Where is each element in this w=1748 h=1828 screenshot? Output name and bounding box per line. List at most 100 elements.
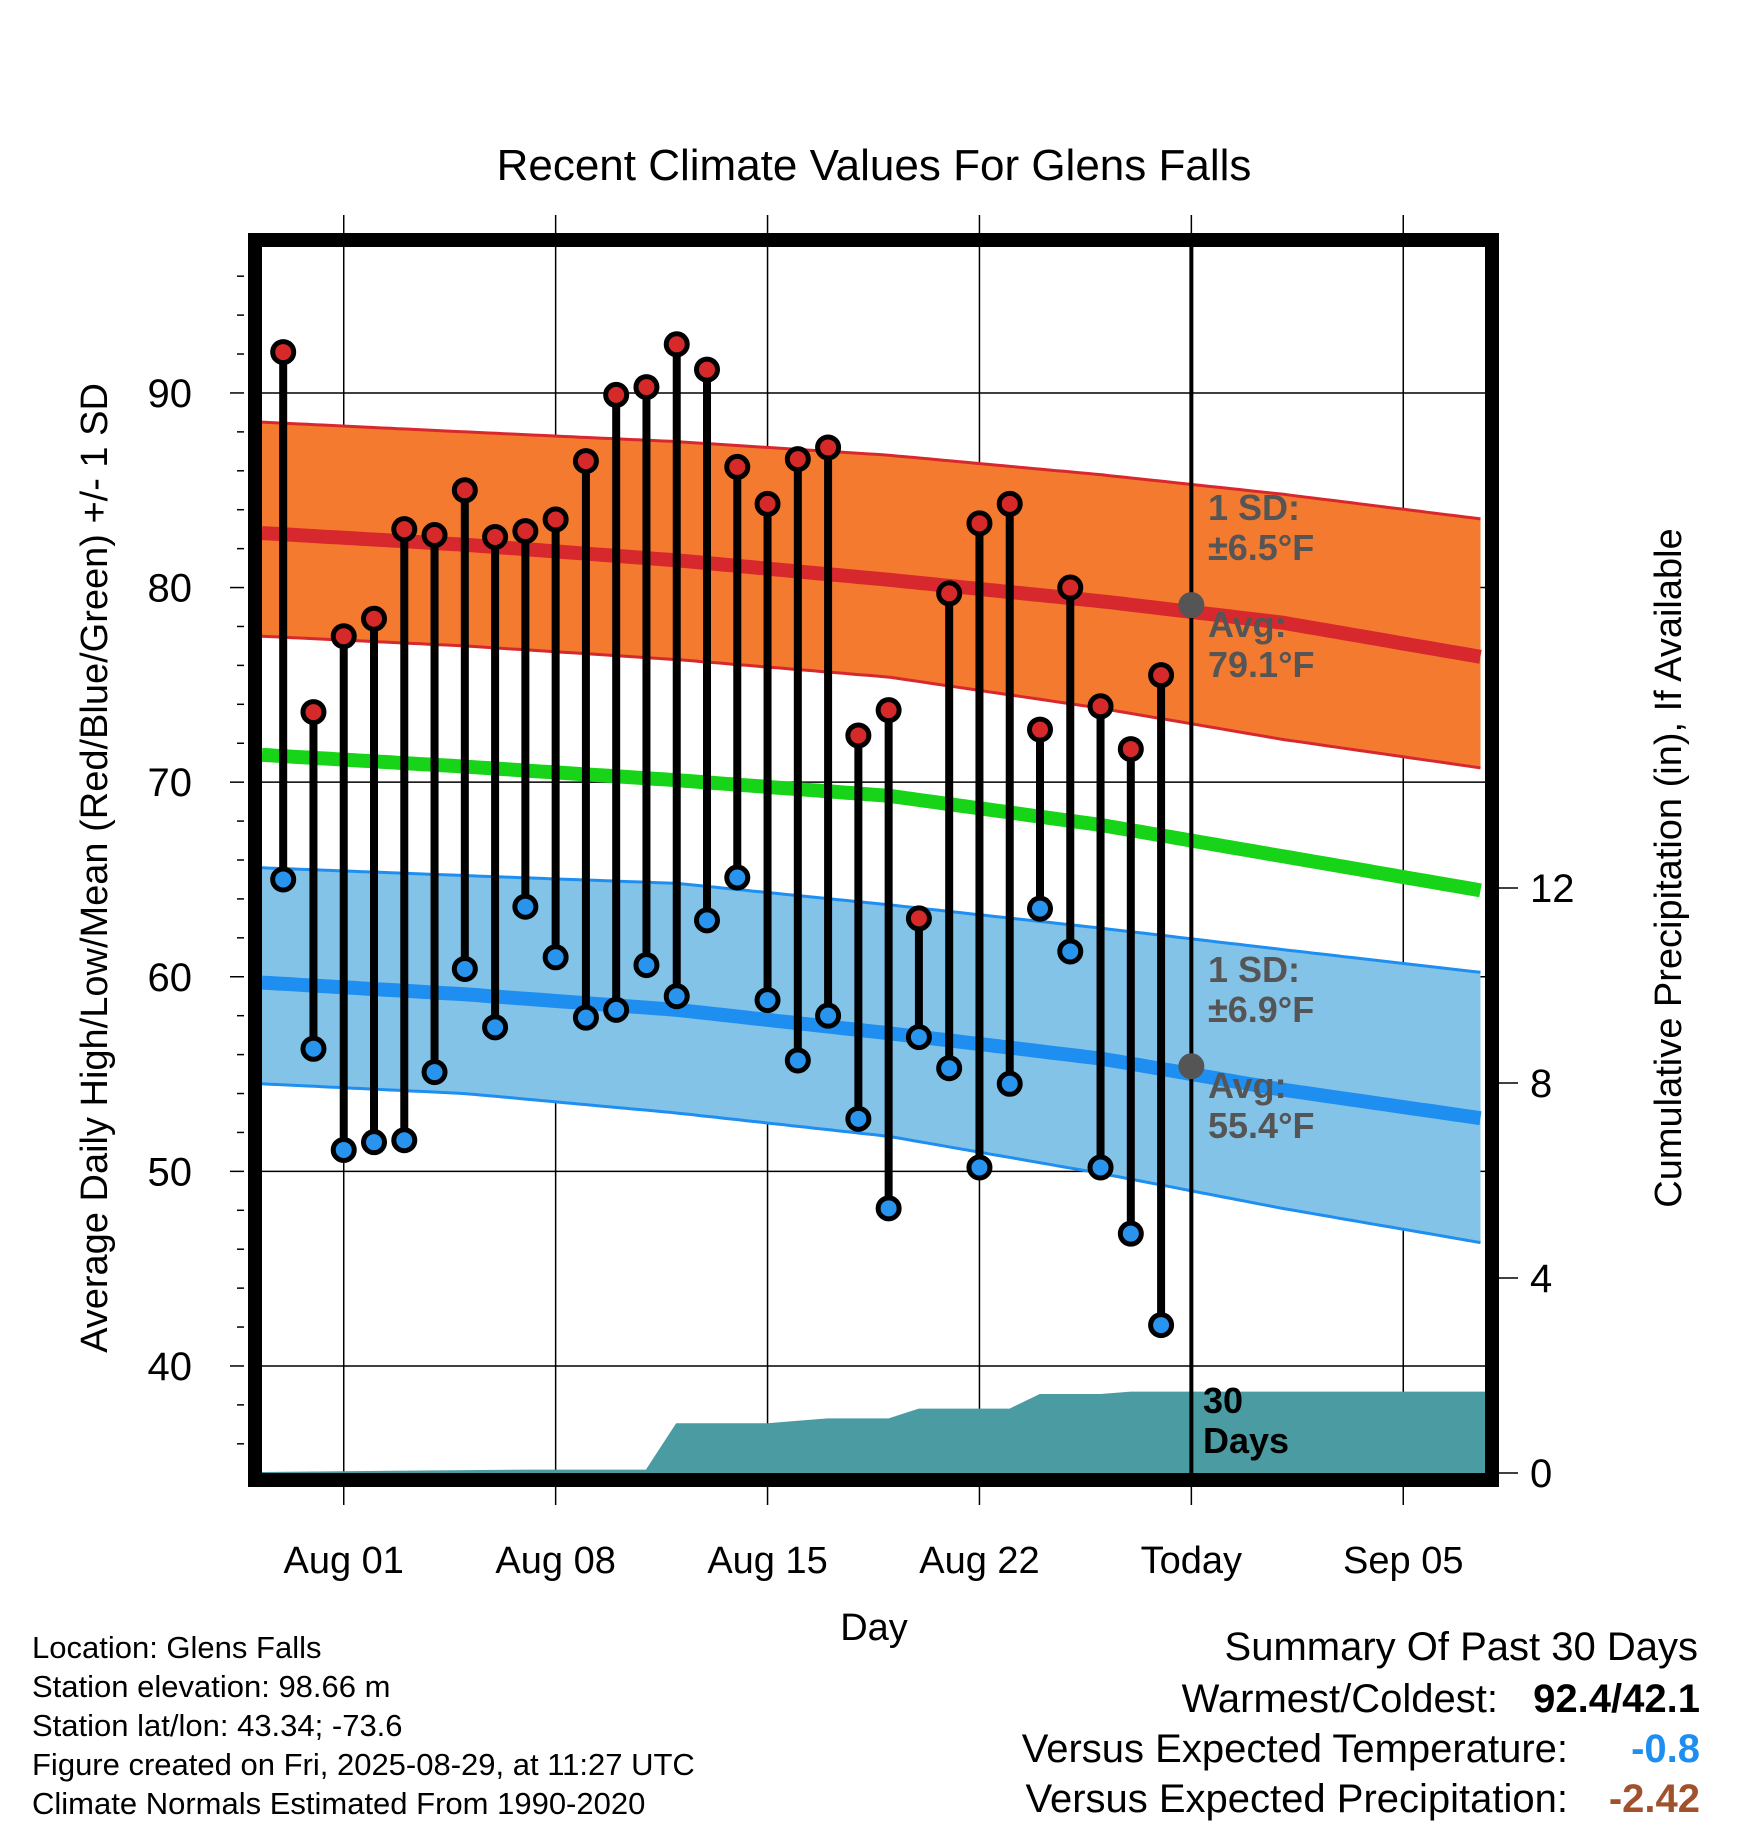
y-tick-label: 50 [148,1150,193,1194]
footer-elevation: Station elevation: 98.66 m [32,1669,390,1704]
low-point [1026,895,1053,922]
x-tick-label: Sep 05 [1343,1540,1463,1582]
low-point [754,987,781,1014]
low-point [482,1014,509,1041]
high-point [542,506,569,533]
low-point [330,1136,357,1163]
low-point [1148,1312,1175,1339]
low-point [724,864,751,891]
x-tick-label: Today [1141,1540,1242,1582]
high-point [905,905,932,932]
y2-tick-label: 4 [1530,1257,1552,1301]
low-point [421,1059,448,1086]
y-axis-label: Average Daily High/Low/Mean (Red/Blue/Gr… [74,383,116,1353]
x-tick-label: Aug 15 [707,1540,827,1582]
y-tick-label: 60 [148,956,193,1000]
high-point [330,623,357,650]
summary-precip-value: -2.42 [1609,1777,1700,1821]
low-sd-band [262,867,1481,1243]
high-point [300,699,327,726]
high-point [694,356,721,383]
high-sd-upper-line [262,420,1481,521]
y-tick-label: 80 [148,567,193,611]
high-point [936,580,963,607]
high-point [815,434,842,461]
high-avg-label-line: 79.1°F [1208,644,1314,685]
y-tick-label: 70 [148,761,193,805]
chart-title: Recent Climate Values For Glens Falls [497,141,1252,190]
high-point [603,381,630,408]
axes: 40 50 60 70 80 90 0 4 8 12 Aug 01 Aug 08 Aug 15 Aug 2… [148,215,1575,1582]
station-info: Location: Glens Falls Station elevation:… [32,1630,695,1821]
x-tick-label: Aug 08 [495,1540,615,1582]
low-sd-label-line: 1 SD: [1208,949,1300,990]
plot-border [248,233,1499,1487]
y2-axis-label: Cumulative Precipitation (in), If Availa… [1648,528,1690,1207]
low-point [270,866,297,893]
high-point [270,339,297,366]
today-low-avg-marker [1178,1053,1205,1080]
low-point [966,1154,993,1181]
plot-frame [248,233,1499,1487]
high-point [1026,716,1053,743]
x-axis-label: Day [840,1607,908,1649]
summary-precip-label: Versus Expected Precipitation: [1025,1777,1568,1821]
footer-location: Location: Glens Falls [32,1630,321,1665]
high-point [451,477,478,504]
summary-title: Summary Of Past 30 Days [1225,1625,1698,1669]
low-point [300,1035,327,1062]
low-point [1087,1154,1114,1181]
summary-panel: Summary Of Past 30 Days Warmest/Coldest:… [1022,1625,1700,1821]
x-tick-label: Aug 01 [284,1540,404,1582]
high-sd-label-line: ±6.5°F [1208,527,1314,568]
high-point [1117,736,1144,763]
footer-created: Figure created on Fri, 2025-08-29, at 11… [32,1747,695,1782]
low-point [512,893,539,920]
high-sd-label-line: 1 SD: [1208,487,1300,528]
summary-warmest-value: 92.4/42.1 [1533,1677,1700,1721]
precipitation-area [262,1391,1485,1473]
low-point [875,1195,902,1222]
low-sd-label-line: ±6.9°F [1208,989,1314,1030]
high-point [512,518,539,545]
low-point [603,996,630,1023]
high-point [391,516,418,543]
footer-latlon: Station lat/lon: 43.34; -73.6 [32,1708,403,1743]
high-point [572,448,599,475]
low-point [633,952,660,979]
low-point [361,1129,388,1156]
low-point [905,1024,932,1051]
low-sd-lower-line [262,1082,1481,1245]
high-point [361,605,388,632]
y-tick-label: 40 [148,1345,193,1389]
today-high-avg-marker [1178,592,1205,619]
low-avg-label-line: Avg: [1208,1065,1287,1106]
low-point [694,907,721,934]
high-point [1148,662,1175,689]
precip-cumulative-area [262,1391,1485,1473]
avg-low-line [262,975,1482,1126]
y-tick-label: 90 [148,372,193,416]
daily-temperature-points [270,331,1175,1339]
high-point [421,522,448,549]
y2-tick-label: 8 [1530,1062,1552,1106]
x-tick-label: Aug 22 [919,1540,1039,1582]
high-point [663,331,690,358]
y2-tick-label: 0 [1530,1452,1552,1496]
high-point [996,490,1023,517]
low-point [542,944,569,971]
high-point [784,446,811,473]
low-avg-label-line: 55.4°F [1208,1105,1314,1146]
low-point [936,1055,963,1082]
summary-temp-value: -0.8 [1631,1727,1700,1771]
low-point [451,955,478,982]
daily-range-bars [279,344,1166,1326]
low-point [1057,938,1084,965]
high-point [724,453,751,480]
high-point [875,697,902,724]
low-point [572,1004,599,1031]
high-point [633,374,660,401]
low-point [845,1105,872,1132]
